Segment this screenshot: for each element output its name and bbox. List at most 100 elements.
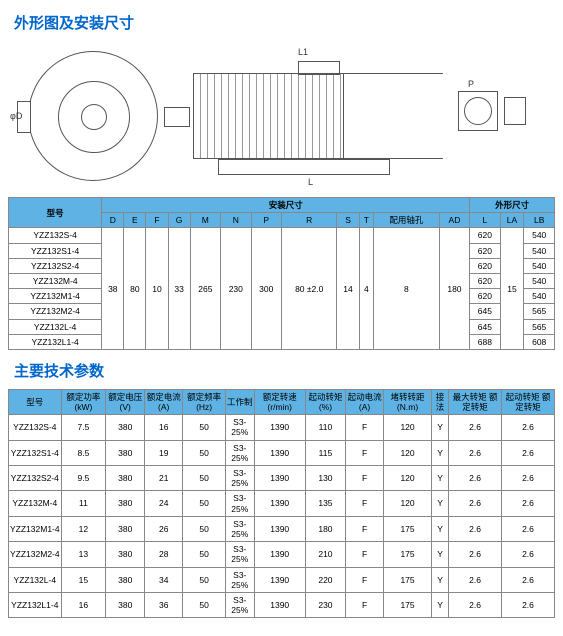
- cell-l: 620: [470, 273, 500, 288]
- cell-rpm: 1390: [254, 567, 305, 592]
- cell-tmax: 2.6: [449, 440, 502, 465]
- param-col-header: 额定频率 (Hz): [183, 389, 226, 414]
- cell-tmax: 2.6: [449, 516, 502, 541]
- cell-tstart: 2.6: [502, 415, 555, 440]
- cell-const: 8: [374, 228, 440, 350]
- param-col-header: 最大转矩 额定转矩: [449, 389, 502, 414]
- table-row: YZZ132M2-4133802850S3-25%1390210F175Y2.6…: [9, 542, 555, 567]
- cell-hz: 50: [183, 491, 226, 516]
- cell-a: 26: [145, 516, 183, 541]
- shaft-bore: [464, 97, 492, 125]
- dim-col-header: D: [102, 213, 124, 228]
- cell-conn: Y: [432, 491, 449, 516]
- cell-hz: 50: [183, 592, 226, 617]
- table-row: YZZ132L-4153803450S3-25%1390220F175Y2.62…: [9, 567, 555, 592]
- cell-hz: 50: [183, 466, 226, 491]
- cell-model: YZZ132S2-4: [9, 258, 102, 273]
- cell-tstart: 2.6: [502, 592, 555, 617]
- cell-duty: S3-25%: [225, 592, 254, 617]
- param-col-header: 起动转矩 额定转矩: [502, 389, 555, 414]
- cell-a: 21: [145, 466, 183, 491]
- cell-v: 380: [106, 592, 145, 617]
- motor-terminal-box: [298, 61, 340, 75]
- cell-rpm: 1390: [254, 466, 305, 491]
- cell-model: YZZ132L1-4: [9, 334, 102, 349]
- cell-hz: 50: [183, 567, 226, 592]
- cell-l: 645: [470, 319, 500, 334]
- dim-col-header: LB: [524, 213, 555, 228]
- cell-a: 24: [145, 491, 183, 516]
- cell-rpm: 1390: [254, 415, 305, 440]
- cell-tstart: 2.6: [502, 516, 555, 541]
- cell-kw: 11: [61, 491, 106, 516]
- cell-a: 19: [145, 440, 183, 465]
- cell-conn: Y: [432, 516, 449, 541]
- params-title: 主要技术参数: [14, 360, 555, 381]
- cell-stall: 175: [384, 516, 432, 541]
- cell-hz: 50: [183, 516, 226, 541]
- cell-model: YZZ132S-4: [9, 415, 62, 440]
- cell-hz: 50: [183, 542, 226, 567]
- cell-tmax: 2.6: [449, 415, 502, 440]
- dim-col-header: M: [190, 213, 220, 228]
- dim-col-header: S: [337, 213, 359, 228]
- motor-front-view: [28, 51, 158, 181]
- cell-lb: 540: [524, 289, 555, 304]
- cell-tmax: 2.6: [449, 491, 502, 516]
- cell-rpm: 1390: [254, 542, 305, 567]
- cell-rpm: 1390: [254, 592, 305, 617]
- cell-tmax: 2.6: [449, 592, 502, 617]
- cell-lb: 608: [524, 334, 555, 349]
- cell-rpm: 1390: [254, 440, 305, 465]
- dim-col-header: R: [281, 213, 337, 228]
- cell-tmax: 2.6: [449, 542, 502, 567]
- diagram-area: L1 L P φD: [8, 41, 555, 191]
- cell-duty: S3-25%: [225, 567, 254, 592]
- dim-col-header: LA: [500, 213, 524, 228]
- table-row: YZZ132S-43880103326523030080 ±2.01448180…: [9, 228, 555, 243]
- param-col-header: 起动转矩 (%): [305, 389, 345, 414]
- cell-l: 620: [470, 243, 500, 258]
- cell-v: 380: [106, 466, 145, 491]
- dim-col-header: 配用轴孔: [374, 213, 440, 228]
- cell-const: 10: [146, 228, 168, 350]
- dim-col-header: G: [168, 213, 190, 228]
- cell-tstart: 2.6: [502, 567, 555, 592]
- param-col-header: 额定功率 (kW): [61, 389, 106, 414]
- cell-rpm: 1390: [254, 516, 305, 541]
- outline-title: 外形图及安装尺寸: [14, 12, 555, 33]
- cell-startA: F: [346, 466, 384, 491]
- dim-col-header: P: [251, 213, 281, 228]
- cell-const: 300: [251, 228, 281, 350]
- shaft-detail: [458, 91, 528, 141]
- cell-v: 380: [106, 415, 145, 440]
- param-col-header: 起动电流 (A): [346, 389, 384, 414]
- cell-const: 33: [168, 228, 190, 350]
- cell-startA: F: [346, 567, 384, 592]
- cell-startT: 210: [305, 542, 345, 567]
- dim-col-header: N: [221, 213, 251, 228]
- cell-model: YZZ132M2-4: [9, 542, 62, 567]
- cell-a: 16: [145, 415, 183, 440]
- cell-model: YZZ132M-4: [9, 273, 102, 288]
- param-table: 型号额定功率 (kW)额定电压 (V)额定电流 (A)额定频率 (Hz)工作制额…: [8, 389, 555, 618]
- param-col-header: 堵转转距 (N.m): [384, 389, 432, 414]
- motor-base: [218, 159, 390, 175]
- table-row: YZZ132S-47.53801650S3-25%1390110F120Y2.6…: [9, 415, 555, 440]
- cell-startA: F: [346, 516, 384, 541]
- cell-model: YZZ132L-4: [9, 567, 62, 592]
- cell-model: YZZ132M-4: [9, 491, 62, 516]
- cell-duty: S3-25%: [225, 440, 254, 465]
- table-row: YZZ132L1-4163803650S3-25%1390230F175Y2.6…: [9, 592, 555, 617]
- cell-startT: 180: [305, 516, 345, 541]
- group-outline: 外形尺寸: [470, 198, 555, 213]
- cell-startT: 130: [305, 466, 345, 491]
- table-row: YZZ132M-4113802450S3-25%1390135F120Y2.62…: [9, 491, 555, 516]
- cell-model: YZZ132S1-4: [9, 243, 102, 258]
- dim-col-header: F: [146, 213, 168, 228]
- dim-p: P: [468, 79, 474, 89]
- cell-model: YZZ132L1-4: [9, 592, 62, 617]
- param-col-header: 工作制: [225, 389, 254, 414]
- motor-hub: [81, 104, 107, 130]
- cell-startA: F: [346, 491, 384, 516]
